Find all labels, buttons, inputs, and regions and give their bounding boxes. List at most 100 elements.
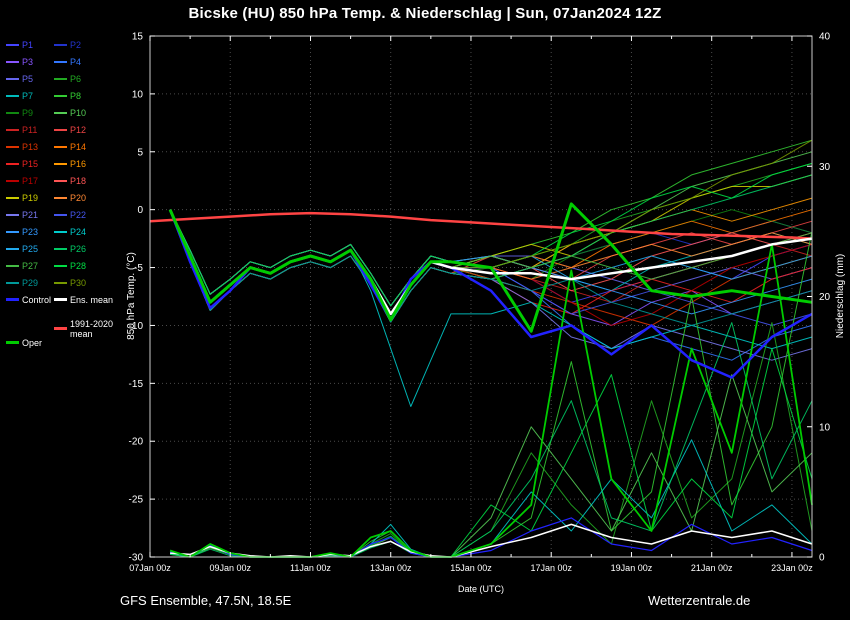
legend-line-swatch [6,77,19,80]
y-axis-right-label: Niederschlag (mm) [835,254,846,338]
legend-label: P11 [22,124,38,135]
temp-line-P6 [169,162,813,323]
legend-line-swatch [54,128,67,131]
legend-item-p15: P15 [6,155,51,172]
legend-line-swatch [54,281,67,284]
legend-line-swatch [6,145,19,148]
legend-line-swatch [6,94,19,97]
legend-line-swatch [54,162,67,165]
legend-line-swatch [54,327,67,330]
x-tick-label: 09Jan 00z [209,563,251,573]
legend-item-p21: P21 [6,206,51,223]
legend-line-swatch [6,60,19,63]
legend-line-swatch [54,111,67,114]
legend-label: P25 [22,243,39,254]
legend-line-swatch [54,43,67,46]
legend-line-swatch [6,43,19,46]
x-tick-label: 17Jan 00z [530,563,572,573]
legend-label: P17 [22,175,39,186]
precip-line-Control precip [169,517,813,558]
x-tick-label: 15Jan 00z [450,563,492,573]
legend-line-swatch [6,162,19,165]
legend-line-swatch [54,60,67,63]
legend-line-swatch [6,341,19,344]
legend-label: P19 [22,192,39,203]
legend-item-p6: P6 [54,70,113,87]
x-tick-label: 13Jan 00z [370,563,412,573]
precip-line-P24 precip [170,439,813,558]
legend-line-swatch [54,196,67,199]
legend-label: P20 [70,192,87,203]
temp-line-P24 [169,209,813,407]
legend-item-p18: P18 [54,172,113,189]
left-tick-label: -10 [129,321,144,332]
legend-line-swatch [54,145,67,148]
legend-label: P26 [70,243,87,254]
legend-line-swatch [54,264,67,267]
legend-label: P5 [22,73,34,84]
temp-line-Ens. mean [168,209,813,316]
legend-label: P10 [70,107,87,118]
model-run-info: GFS Ensemble, 47.5N, 18.5E [120,593,292,608]
legend-label: P16 [70,158,87,169]
precip-line-Oper precip [169,243,813,558]
legend-label: Ens. mean [70,294,114,305]
x-tick-label: 11Jan 00z [290,563,331,573]
legend-item-p11: P11 [6,121,51,138]
legend-line-swatch [6,247,19,250]
temp-line-P28 [169,162,813,307]
legend-line-swatch [54,94,67,97]
left-tick-label: 5 [137,147,143,158]
page-title: Bicske (HU) 850 hPa Temp. & Niederschlag… [188,5,662,22]
x-tick-label: 07Jan 00z [129,563,171,573]
legend-item-climate-mean: 1991-2020 mean [54,319,113,339]
right-tick-label: 40 [819,32,831,43]
legend-item-p13: P13 [6,138,51,155]
legend-item-p14: P14 [54,138,113,155]
y-axis-left-label: 850 hPa Temp. (°C) [126,252,137,340]
legend-item-p28: P28 [54,257,113,274]
legend-item-ens-mean: Ens. mean [54,291,113,308]
legend-label: P13 [22,141,39,152]
legend-item-p5: P5 [6,70,51,87]
legend-label: P22 [70,209,87,220]
precip-line-P6 precip [170,322,813,558]
legend-line-swatch [54,77,67,80]
legend-item-p4: P4 [54,53,113,70]
legend-label: Oper [22,337,43,348]
temp-line-P27 [169,209,813,315]
legend-line-swatch [6,230,19,233]
left-tick-label: -15 [129,379,144,390]
legend-line-swatch [54,230,67,233]
legend-line-swatch [6,128,19,131]
legend-item-p7: P7 [6,87,51,104]
legend-line-swatch [54,213,67,216]
legend-label: P15 [22,158,39,169]
temp-line-P4 [169,209,813,361]
temp-line-P29 [169,209,813,326]
legend-label: P3 [22,56,34,67]
legend-line-swatch [6,213,19,216]
legend-item-p26: P26 [54,240,113,257]
left-tick-label: -30 [129,553,144,564]
legend-item-p23: P23 [6,223,51,240]
legend-item-p12: P12 [54,121,113,138]
temp-line-P1 [169,209,813,315]
legend-label: P18 [70,175,87,186]
temp-line-1991-2020 mean [149,211,813,240]
legend-item-p16: P16 [54,155,113,172]
legend-column-right: P2 P4 P6 P8 P10 P12 P14 P16 P18 P20 P22 P24 P26 P28 P3… [54,36,113,339]
temp-line-Oper [168,202,813,333]
x-axis-label: Date (UTC) [458,584,504,594]
legend-label: P1 [22,39,34,50]
left-tick-label: -5 [134,263,143,274]
legend-item-p24: P24 [54,223,113,240]
legend-label: P9 [22,107,34,118]
legend-item-p10: P10 [54,104,113,121]
legend-line-swatch [6,281,19,284]
legend-label: P29 [22,277,39,288]
temp-line-P26 [169,174,813,323]
site-credit: Wetterzentrale.de [648,593,751,608]
